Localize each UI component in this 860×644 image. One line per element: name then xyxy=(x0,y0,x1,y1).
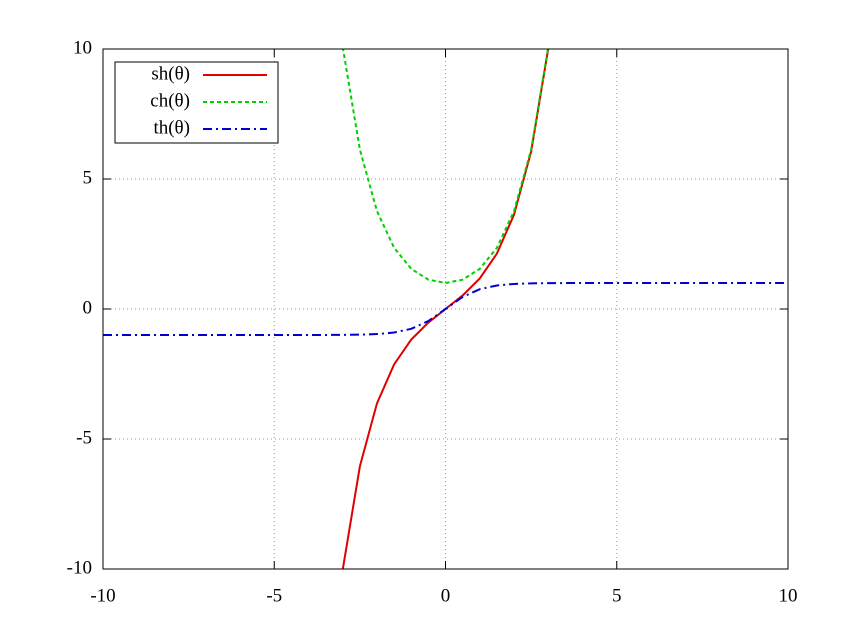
y-tick-label: 10 xyxy=(73,37,92,58)
plot-area xyxy=(103,49,788,569)
series-line xyxy=(342,49,549,285)
y-tick-label: 5 xyxy=(83,167,93,188)
y-tick-label: -5 xyxy=(76,427,92,448)
legend-label: ch(θ) xyxy=(150,90,190,111)
legend-label: sh(θ) xyxy=(151,63,190,84)
y-tick-label: -10 xyxy=(67,557,92,578)
legend-label: th(θ) xyxy=(153,117,190,138)
series-line xyxy=(103,282,788,336)
x-tick-label: -5 xyxy=(266,585,282,606)
x-tick-label: 10 xyxy=(779,585,798,606)
x-tick-label: 0 xyxy=(441,585,451,606)
x-tick-label: -10 xyxy=(90,585,115,606)
legend: sh(θ) ch(θ) th(θ) xyxy=(114,61,279,144)
plot-border xyxy=(102,48,789,570)
x-tick-label: 5 xyxy=(612,585,622,606)
y-tick-label: 0 xyxy=(83,297,93,318)
